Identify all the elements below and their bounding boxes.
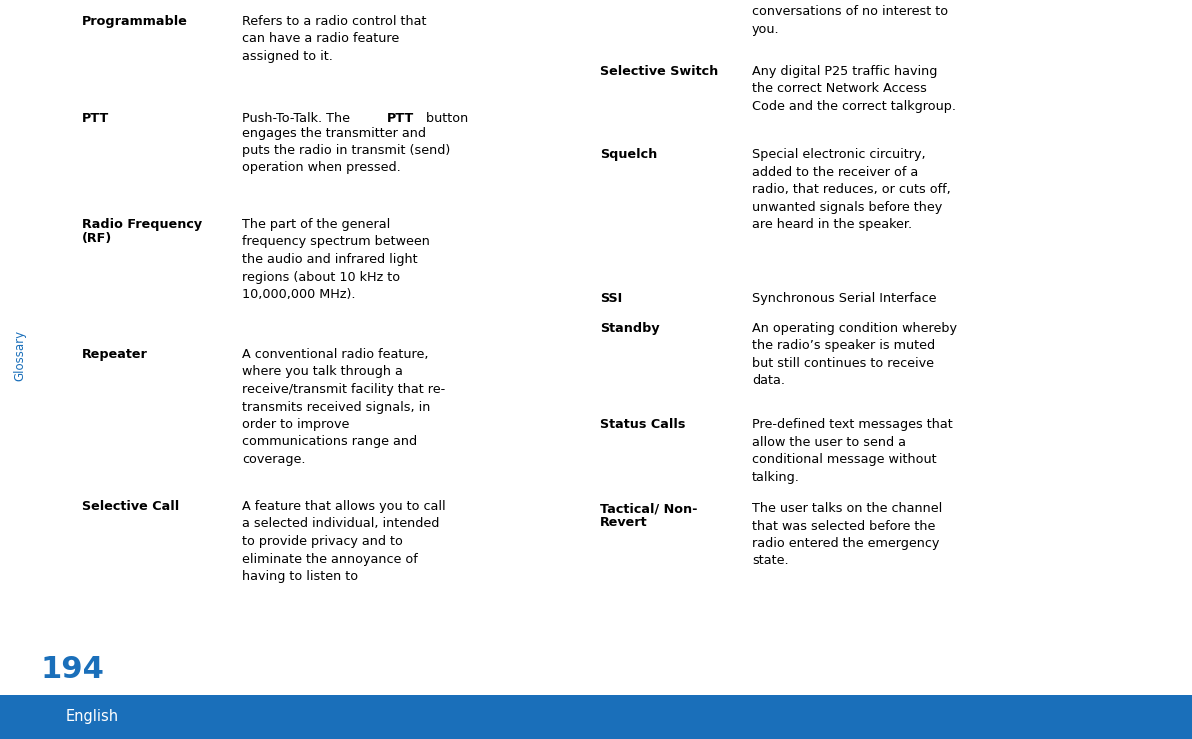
Text: Selective Call: Selective Call	[82, 500, 179, 513]
Text: Status Calls: Status Calls	[600, 418, 685, 431]
Text: Programmable: Programmable	[82, 15, 188, 28]
Text: button: button	[422, 112, 468, 125]
Text: Refers to a radio control that
can have a radio feature
assigned to it.: Refers to a radio control that can have …	[242, 15, 427, 63]
Text: The user talks on the channel
that was selected before the
radio entered the eme: The user talks on the channel that was s…	[752, 502, 942, 568]
Text: A feature that allows you to call
a selected individual, intended
to provide pri: A feature that allows you to call a sele…	[242, 500, 446, 583]
Text: Pre-defined text messages that
allow the user to send a
conditional message with: Pre-defined text messages that allow the…	[752, 418, 952, 483]
Text: SSI: SSI	[600, 292, 622, 305]
Text: Special electronic circuitry,
added to the receiver of a
radio, that reduces, or: Special electronic circuitry, added to t…	[752, 148, 951, 231]
Text: 194: 194	[41, 655, 104, 684]
Text: Glossary: Glossary	[13, 330, 26, 381]
Text: An operating condition whereby
the radio’s speaker is muted
but still continues : An operating condition whereby the radio…	[752, 322, 957, 387]
Text: Tactical/ Non-: Tactical/ Non-	[600, 502, 697, 515]
Text: Synchronous Serial Interface: Synchronous Serial Interface	[752, 292, 937, 305]
Text: Squelch: Squelch	[600, 148, 657, 161]
Text: A conventional radio feature,
where you talk through a
receive/transmit facility: A conventional radio feature, where you …	[242, 348, 446, 466]
Text: Repeater: Repeater	[82, 348, 148, 361]
Text: engages the transmitter and
puts the radio in transmit (send)
operation when pre: engages the transmitter and puts the rad…	[242, 126, 451, 174]
Text: Revert: Revert	[600, 516, 647, 529]
Text: Selective Switch: Selective Switch	[600, 65, 719, 78]
Text: Standby: Standby	[600, 322, 659, 335]
Text: PTT: PTT	[82, 112, 110, 125]
Bar	[0, 695, 1192, 739]
Text: Any digital P25 traffic having
the correct Network Access
Code and the correct t: Any digital P25 traffic having the corre…	[752, 65, 956, 113]
Text: PTT: PTT	[386, 112, 414, 125]
Text: English: English	[66, 709, 119, 724]
Text: The part of the general
frequency spectrum between
the audio and infrared light
: The part of the general frequency spectr…	[242, 218, 430, 301]
Text: conversations of no interest to
you.: conversations of no interest to you.	[752, 5, 948, 35]
Text: (RF): (RF)	[82, 232, 112, 245]
Text: Push-To-Talk. The: Push-To-Talk. The	[242, 112, 354, 125]
Text: Radio Frequency: Radio Frequency	[82, 218, 203, 231]
